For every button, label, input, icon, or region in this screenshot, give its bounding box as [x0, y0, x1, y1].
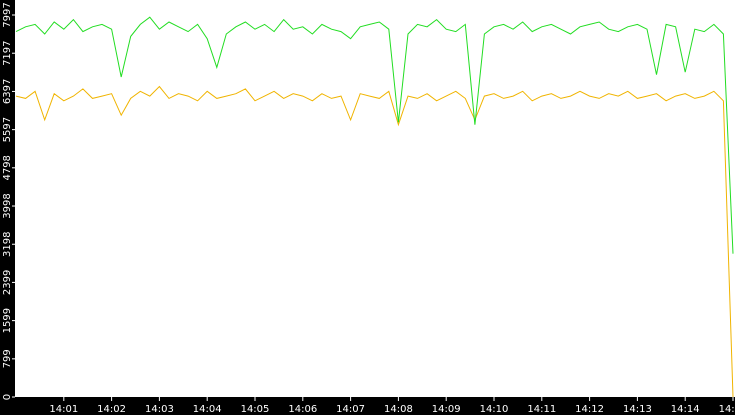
- x-tick-label: 14:01: [49, 404, 78, 415]
- x-tick-label: 14:07: [336, 404, 365, 415]
- series-line: [15, 85, 734, 398]
- x-tick-label: 14:13: [623, 404, 652, 415]
- x-tick-label: 14:14: [671, 404, 700, 415]
- y-tick-label: 1599: [2, 308, 13, 333]
- x-tick-label: 14:11: [527, 404, 556, 415]
- x-tick-label: 14:10: [480, 404, 509, 415]
- y-tick-label: 2399: [2, 270, 13, 295]
- x-tick-label: 14:08: [384, 404, 413, 415]
- x-tick-label: 14:06: [288, 404, 317, 415]
- x-tick-label: 14:03: [145, 404, 174, 415]
- y-tick-label: 7997: [2, 2, 13, 27]
- y-tick-label: 799: [2, 349, 13, 368]
- y-tick-label: 6397: [2, 79, 13, 104]
- plot-area: [15, 0, 735, 397]
- y-tick-label: 5597: [2, 117, 13, 142]
- x-tick-label: 14:02: [97, 404, 126, 415]
- x-tick-label: 14:09: [432, 404, 461, 415]
- x-tick-label: 14:04: [193, 404, 222, 415]
- y-tick-label: 0: [2, 394, 13, 400]
- x-tick-label: 14:15: [719, 404, 735, 415]
- y-tick-label: 4798: [2, 155, 13, 180]
- y-tick-label: 7197: [2, 40, 13, 65]
- x-tick-label: 14:05: [241, 404, 270, 415]
- x-tick-label: 14:12: [575, 404, 604, 415]
- y-tick-label: 3998: [2, 193, 13, 218]
- series-line: [15, 16, 734, 254]
- y-tick-label: 3198: [2, 232, 13, 257]
